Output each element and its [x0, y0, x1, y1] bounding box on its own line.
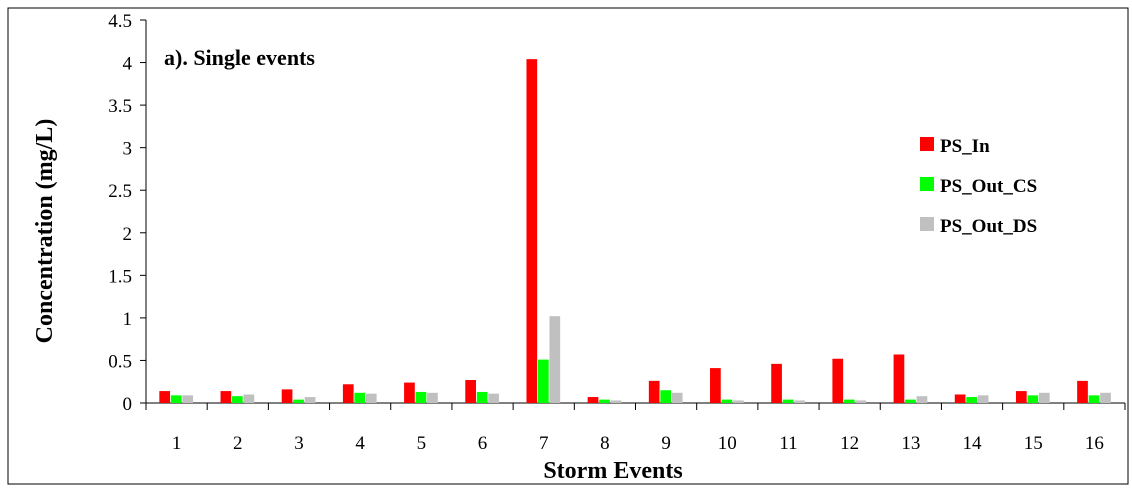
x-tick-label: 1	[172, 433, 182, 454]
bar-ps-out-ds	[427, 392, 438, 403]
bar-ps-out-cs	[1088, 395, 1100, 403]
x-tick-label: 14	[963, 433, 983, 454]
bar-ps-in	[526, 59, 538, 404]
bar-ps-out-cs	[293, 399, 304, 403]
x-tick-label: 9	[661, 433, 671, 454]
bar-ps-in	[648, 380, 660, 403]
bar-ps-out-cs	[843, 399, 855, 403]
bar-ps-out-ds	[794, 400, 805, 403]
x-tick-label: 11	[779, 433, 797, 454]
y-tick-label: 0	[123, 394, 133, 415]
x-tick-label: 15	[1024, 433, 1043, 454]
bar-ps-out-ds	[365, 393, 377, 403]
bar-ps-out-ds	[304, 397, 316, 403]
bar-ps-in	[404, 382, 415, 403]
plot-area: 00.511.522.533.544.51 2 3 4 5 6 7 8 9 10 11 12 13 14 1…	[108, 11, 1126, 454]
y-tick-label: 1	[123, 309, 133, 330]
bar-ps-out-cs	[782, 399, 794, 403]
x-tick-label: 8	[600, 433, 610, 454]
bar-ps-out-cs	[415, 391, 427, 403]
bar-ps-out-ds	[243, 394, 255, 403]
bar-ps-in	[465, 380, 476, 403]
x-tick-label: 13	[901, 433, 920, 454]
chart-border	[7, 7, 1129, 485]
bar-ps-in	[710, 368, 721, 403]
legend-swatch	[920, 177, 934, 191]
bar-ps-in	[832, 358, 844, 403]
bar-ps-in	[281, 389, 293, 403]
bar-ps-out-cs	[1027, 395, 1039, 403]
bar-ps-out-cs	[354, 392, 366, 403]
y-tick-label: 3	[123, 139, 133, 160]
y-tick-label: 2	[123, 224, 133, 245]
legend: PS_In PS_Out_CS PS_Out_DS	[920, 136, 1037, 237]
bar-ps-out-ds	[671, 392, 683, 403]
y-tick-label: 4	[123, 54, 133, 75]
bar-ps-out-ds	[977, 395, 989, 403]
bar-ps-in	[587, 397, 599, 403]
bar-ps-out-ds	[488, 393, 499, 403]
legend-swatch	[920, 137, 934, 151]
x-tick-label: 12	[840, 433, 859, 454]
y-tick-label: 3.5	[108, 96, 132, 117]
bar-ps-out-ds	[733, 400, 744, 403]
bar-ps-out-cs	[537, 359, 549, 403]
bar-ps-out-cs	[476, 391, 488, 403]
bar-ps-in	[771, 363, 782, 403]
bar-ps-in	[1015, 391, 1027, 403]
bar-ps-out-cs	[232, 396, 243, 403]
x-tick-label: 4	[355, 433, 365, 454]
bar-ps-out-cs	[966, 397, 977, 403]
bar-ps-in	[893, 354, 905, 403]
bar-ps-out-ds	[1100, 392, 1111, 403]
chart-title: a). Single events	[164, 45, 315, 70]
bar-ps-out-ds	[610, 400, 622, 403]
bar-ps-in	[342, 384, 354, 403]
legend-label: PS_Out_CS	[940, 176, 1037, 197]
legend-label: PS_Out_DS	[940, 216, 1037, 237]
legend-swatch	[920, 217, 934, 231]
bar-ps-out-cs	[170, 395, 182, 403]
y-tick-label: 4.5	[108, 11, 132, 32]
x-axis-title: Storm Events	[543, 458, 682, 484]
bar-ps-in	[220, 391, 232, 403]
bar-ps-out-ds	[1038, 392, 1050, 403]
bar-ps-out-ds	[549, 316, 561, 403]
x-tick-label: 10	[718, 433, 737, 454]
y-tick-label: 2.5	[108, 181, 132, 202]
bar-ps-out-ds	[855, 400, 867, 403]
legend-label: PS_In	[940, 136, 990, 157]
bar-ps-out-cs	[721, 399, 733, 403]
bar-ps-out-cs	[660, 390, 672, 403]
bar-ps-in	[954, 394, 966, 403]
bar-ps-in	[1077, 380, 1088, 403]
x-tick-label: 2	[233, 433, 243, 454]
x-tick-label: 3	[294, 433, 304, 454]
x-tick-label: 5	[417, 433, 427, 454]
bar-ps-in	[159, 391, 171, 403]
bar-ps-out-cs	[905, 399, 916, 403]
bar-ps-out-ds	[916, 396, 928, 403]
y-tick-label: 1.5	[108, 266, 132, 287]
bar-ps-out-ds	[182, 395, 194, 403]
x-tick-label: 7	[539, 433, 549, 454]
y-axis-title: Concentration (mg/L)	[32, 119, 58, 344]
x-tick-label: 16	[1085, 433, 1104, 454]
bar-ps-out-cs	[599, 399, 610, 403]
y-tick-label: 0.5	[108, 351, 132, 372]
x-tick-label: 6	[478, 433, 488, 454]
